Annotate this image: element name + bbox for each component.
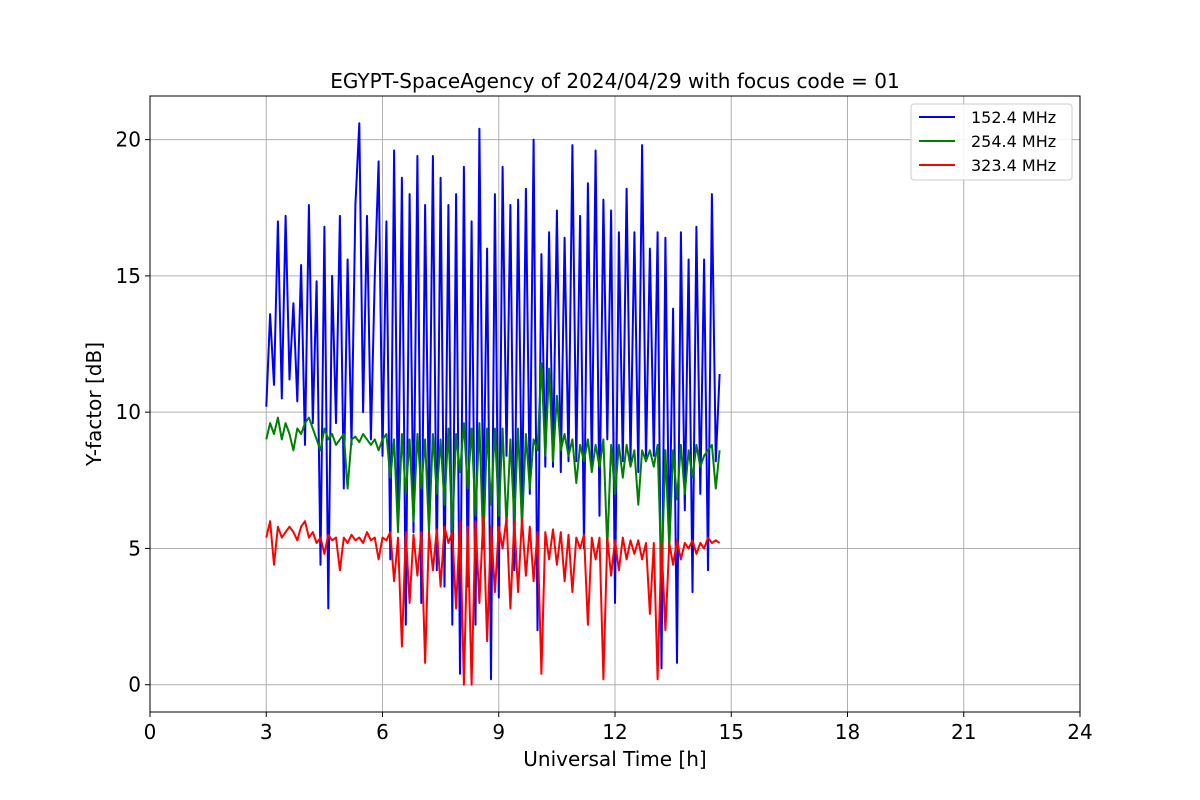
- y-axis-title: Y-factor [dB]: [82, 342, 106, 467]
- legend: 152.4 MHz 254.4 MHz 323.4 MHz: [910, 103, 1073, 181]
- y-tick-label: 10: [116, 400, 141, 424]
- x-axis-title: Universal Time [h]: [523, 747, 706, 771]
- series-line-254.4-mhz: [265, 362, 721, 577]
- x-tick-label: 0: [144, 720, 157, 744]
- y-tick-label: 5: [128, 536, 141, 560]
- x-tick-label: 18: [835, 720, 860, 744]
- series-line-152.4-mhz: [265, 122, 721, 681]
- x-tick-label: 9: [492, 720, 505, 744]
- x-tick-label: 12: [602, 720, 627, 744]
- x-tick-label: 15: [719, 720, 744, 744]
- series-group: [265, 122, 721, 686]
- y-tick-label: 20: [116, 128, 141, 152]
- legend-label: 152.4 MHz: [971, 108, 1056, 127]
- x-tick-label: 6: [376, 720, 389, 744]
- series-line-323.4-mhz: [265, 514, 721, 686]
- x-tick-label: 24: [1067, 720, 1092, 744]
- y-axis: 0 5 10 15 20: [116, 128, 150, 697]
- x-tick-label: 3: [260, 720, 273, 744]
- y-tick-label: 15: [116, 264, 141, 288]
- legend-box: [910, 103, 1073, 181]
- legend-label: 254.4 MHz: [971, 132, 1056, 151]
- x-tick-label: 21: [951, 720, 976, 744]
- chart-title: EGYPT-SpaceAgency of 2024/04/29 with foc…: [330, 69, 899, 93]
- x-axis: 0 3 6 9 12 15 18 21 24: [144, 712, 1093, 744]
- y-tick-label: 0: [128, 673, 141, 697]
- legend-label: 323.4 MHz: [971, 156, 1056, 175]
